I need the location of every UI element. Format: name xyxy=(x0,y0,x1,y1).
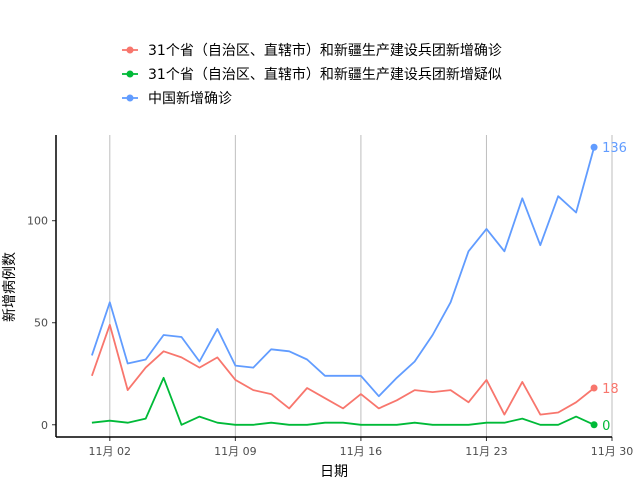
end-label-3: 136 xyxy=(602,141,627,156)
y-tick-label: 50 xyxy=(34,317,48,330)
series-line-3 xyxy=(91,146,595,398)
legend: 31个省（自治区、直辖市）和新疆生产建设兵团新增确诊 31个省（自治区、直辖市）和… xyxy=(122,42,502,107)
legend-label-2: 31个省（自治区、直辖市）和新疆生产建设兵团新增疑似 xyxy=(148,66,502,83)
legend-key-point-3 xyxy=(126,94,134,102)
series-lines xyxy=(91,146,595,426)
x-tick-label: 11月 23 xyxy=(465,445,508,458)
series-line-2 xyxy=(91,376,595,426)
x-tick-label: 11月 30 xyxy=(591,445,634,458)
legend-label-3: 中国新增确诊 xyxy=(148,91,232,107)
series-line-1 xyxy=(91,323,595,416)
end-label-2: 0 xyxy=(602,419,610,434)
legend-key-point-2 xyxy=(126,70,134,78)
y-tick-label: 100 xyxy=(27,215,48,228)
end-point-1 xyxy=(590,384,598,392)
x-tick-label: 11月 09 xyxy=(214,445,257,458)
x-axis-title: 日期 xyxy=(320,464,348,480)
x-tick-label: 11月 02 xyxy=(89,445,132,458)
legend-key-point-1 xyxy=(126,46,134,54)
end-points: 18 0 136 xyxy=(590,141,627,434)
end-label-1: 18 xyxy=(602,382,619,397)
end-point-2 xyxy=(590,421,598,429)
axes: 11月 02 11月 09 11月 16 11月 23 11月 30 0 50 100 xyxy=(27,135,633,458)
end-point-3 xyxy=(590,143,598,151)
legend-label-1: 31个省（自治区、直辖市）和新疆生产建设兵团新增确诊 xyxy=(148,42,502,59)
y-tick-label: 0 xyxy=(41,419,48,432)
y-axis-title: 新增病例数 xyxy=(2,252,18,322)
x-tick-label: 11月 16 xyxy=(340,445,383,458)
grid-lines xyxy=(109,135,613,437)
